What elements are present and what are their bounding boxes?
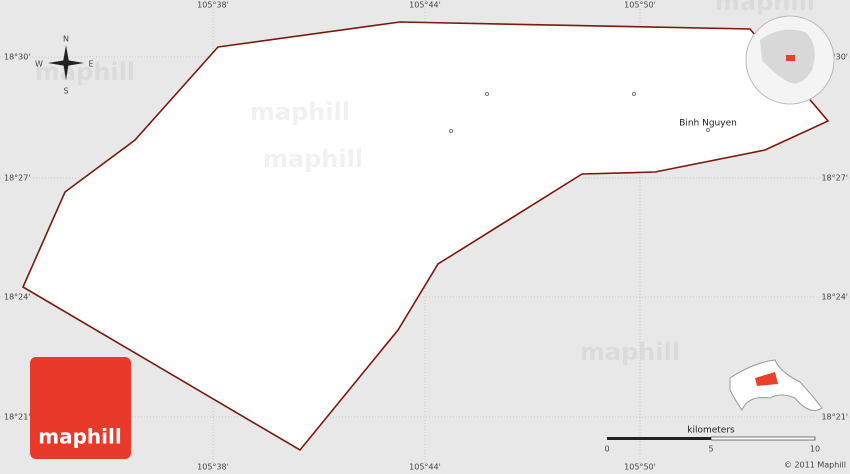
lon-label: 105°50'	[624, 463, 656, 472]
copyright: © 2011 Maphill	[784, 461, 846, 470]
scale-bar: kilometers 0 5 10	[604, 426, 820, 454]
watermark: maphill	[35, 58, 135, 86]
scale-tick: 10	[810, 445, 820, 454]
lat-label: 18°30'	[821, 53, 848, 62]
place-label: Binh Nguyen	[679, 119, 737, 129]
lat-label: 18°21'	[821, 413, 848, 422]
lon-label: 105°38'	[197, 463, 229, 472]
globe	[745, 15, 835, 105]
compass-n: N	[63, 35, 69, 44]
lat-label: 18°30'	[4, 53, 31, 62]
lon-label: 105°44'	[409, 1, 441, 10]
compass: N E S W	[35, 35, 93, 96]
logo: maphill	[30, 357, 131, 459]
scale-title: kilometers	[687, 426, 735, 436]
lat-label: 18°27'	[4, 174, 31, 183]
compass-e: E	[88, 60, 93, 69]
compass-s: S	[63, 87, 68, 96]
scale-tick: 5	[708, 445, 713, 454]
lat-label: 18°24'	[4, 293, 31, 302]
inset-map	[729, 359, 823, 412]
watermark: maphill	[715, 0, 815, 16]
logo-text: maphill	[38, 425, 121, 449]
lat-label: 18°21'	[4, 413, 31, 422]
scale-tick: 0	[604, 445, 609, 454]
lat-label: 18°27'	[821, 174, 848, 183]
watermark: maphill	[250, 98, 350, 126]
lon-label: 105°38'	[197, 1, 229, 10]
lat-label: 18°24'	[821, 293, 848, 302]
compass-w: W	[35, 60, 43, 69]
watermark: maphill	[263, 145, 363, 173]
watermark: maphill	[580, 338, 680, 366]
lon-label: 105°44'	[409, 463, 441, 472]
settlements	[449, 92, 710, 133]
lon-label: 105°50'	[624, 1, 656, 10]
